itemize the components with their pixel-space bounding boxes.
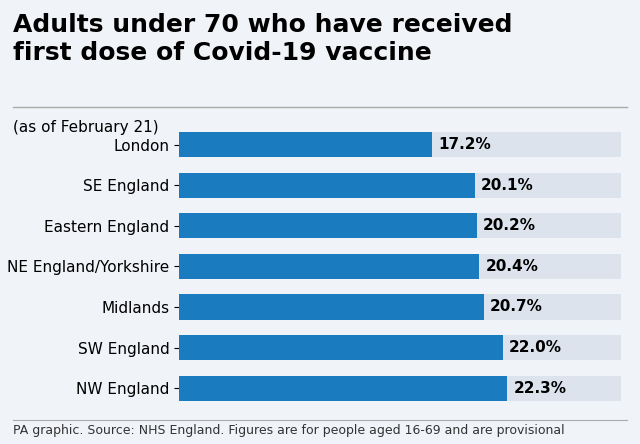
Text: 22.3%: 22.3%	[513, 381, 566, 396]
Bar	[179, 173, 475, 198]
Bar	[179, 132, 621, 157]
Text: 20.7%: 20.7%	[490, 300, 543, 314]
Text: 20.2%: 20.2%	[483, 218, 536, 233]
Bar	[179, 173, 621, 198]
Text: 17.2%: 17.2%	[438, 137, 491, 152]
Bar	[179, 376, 621, 401]
Bar	[179, 254, 479, 279]
Bar	[179, 376, 508, 401]
Bar	[179, 335, 503, 360]
Text: PA graphic. Source: NHS England. Figures are for people aged 16-69 and are provi: PA graphic. Source: NHS England. Figures…	[13, 424, 564, 437]
Text: 22.0%: 22.0%	[509, 340, 562, 355]
Bar	[179, 213, 477, 238]
Bar	[179, 132, 433, 157]
Bar	[179, 335, 621, 360]
Bar	[179, 294, 621, 320]
Text: (as of February 21): (as of February 21)	[13, 120, 159, 135]
Text: 20.1%: 20.1%	[481, 178, 534, 193]
Bar	[179, 294, 484, 320]
Bar	[179, 213, 621, 238]
Text: Adults under 70 who have received
first dose of Covid-19 vaccine: Adults under 70 who have received first …	[13, 13, 512, 65]
Text: 20.4%: 20.4%	[485, 259, 538, 274]
Bar	[179, 254, 621, 279]
